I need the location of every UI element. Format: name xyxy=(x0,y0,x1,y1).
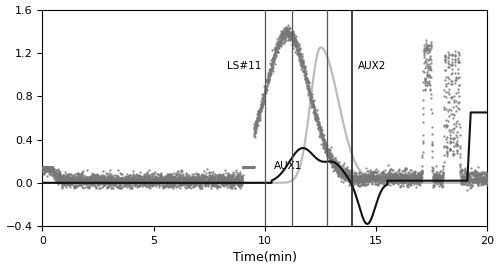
X-axis label: Time(min): Time(min) xyxy=(233,251,297,264)
Text: LS#11: LS#11 xyxy=(227,61,262,71)
Text: AUX2: AUX2 xyxy=(358,61,386,71)
Text: AUX1: AUX1 xyxy=(274,161,302,171)
